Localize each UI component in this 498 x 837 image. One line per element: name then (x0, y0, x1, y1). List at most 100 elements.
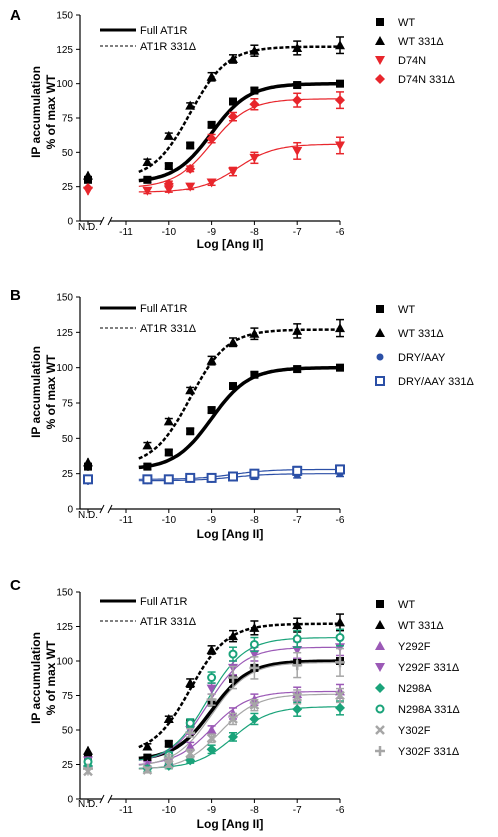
y-axis-label-line1: IP accumulation (29, 632, 43, 724)
legend-label: D74N (398, 55, 426, 67)
legend-label: Y292F 331Δ (398, 662, 460, 674)
x-tick-label: -11 (119, 515, 133, 526)
y-tick-label: 100 (56, 363, 73, 374)
data-point (143, 175, 152, 184)
legend-label: WT (398, 304, 415, 316)
data-point (206, 71, 217, 81)
data-point (206, 694, 217, 705)
fit-curve (138, 82, 340, 183)
plot-area: 0 25 50 75 100 125 150 -11 -10 -9 -8 -7 -6 (56, 588, 345, 816)
x-tick-label: -11 (119, 805, 133, 816)
data-point (185, 385, 196, 395)
plot-area: 0 25 50 75 100 125 150 -11 -10 -9 -8 -7 -6 (56, 293, 345, 526)
data-point (335, 617, 345, 627)
data-point (249, 99, 260, 110)
legend-label: D74N 331Δ (398, 74, 456, 86)
fit-curve (138, 622, 340, 749)
data-point (249, 153, 260, 163)
x-axis-label: Log [Ang II] (197, 817, 264, 831)
data-point (206, 684, 217, 694)
data-point (186, 141, 195, 150)
curve-legend: Full AT1R AT1R 331Δ (100, 25, 197, 53)
legend-marker (375, 725, 385, 735)
nd-label: N.D. (78, 799, 98, 810)
data-point (185, 741, 196, 751)
data-point (206, 178, 217, 188)
data-point (185, 727, 196, 738)
nd-data-point (83, 170, 93, 180)
data-point (292, 42, 303, 52)
legend-label: WT (398, 599, 415, 611)
fit-curve (138, 659, 340, 761)
data-point (335, 690, 345, 701)
y-tick-label: 100 (56, 79, 73, 90)
legend-dashed-label: AT1R 331Δ (140, 323, 197, 335)
y-axis-label-line2: % of max WT (44, 354, 58, 429)
y-tick-label: 125 (56, 328, 73, 339)
data-point (143, 753, 152, 762)
panel-label: B (10, 287, 21, 304)
fit-curve (138, 45, 340, 174)
series-legend: WT WT 331Δ DRY/AAY DRY/AAY 331Δ (375, 304, 474, 388)
series-legend: WT WT 331Δ D74N D74N 331Δ (375, 17, 456, 86)
legend-marker (375, 74, 385, 84)
data-point (228, 631, 238, 641)
axis-break-mark (107, 216, 113, 226)
legend-marker (375, 746, 385, 756)
data-point (206, 744, 217, 755)
panel-label: A (10, 7, 21, 24)
data-point (292, 95, 303, 106)
data-point (249, 468, 260, 479)
legend-solid-label: Full AT1R (140, 596, 188, 608)
y-tick-label: 50 (62, 726, 74, 737)
legend-dashed-label: AT1R 331Δ (140, 616, 197, 628)
y-tick-label: 75 (62, 114, 74, 125)
data-point (185, 163, 196, 174)
data-point (335, 464, 345, 475)
panel-c: C IP accumulation % of max WT Log [Ang I… (10, 577, 460, 831)
x-tick-label: -6 (336, 515, 345, 526)
plot-area: 0 25 50 75 100 125 150 -11 -10 -9 -8 -7 -6 (56, 11, 345, 238)
axis-break-mark (107, 504, 113, 514)
legend-marker (376, 305, 384, 313)
y-tick-label: 100 (56, 657, 73, 668)
y-axis-label: IP accumulation % of max WT (29, 66, 58, 158)
series-legend: WT WT 331Δ Y292F Y292F 331Δ N298A N298A 331Δ Y… (375, 599, 460, 758)
data-point (142, 186, 153, 196)
x-tick-label: -10 (162, 805, 177, 816)
fit-curve (138, 366, 340, 470)
y-tick-label: 50 (62, 148, 74, 159)
data-point (164, 162, 173, 171)
legend-label: WT 331Δ (398, 620, 444, 632)
x-tick-label: -9 (207, 805, 216, 816)
data-point (163, 178, 174, 189)
data-point (207, 406, 216, 415)
data-point (142, 440, 153, 450)
data-point (335, 40, 345, 50)
data-point (228, 53, 238, 63)
data-point (228, 731, 238, 742)
data-point (249, 700, 260, 711)
panel-label: C (10, 577, 21, 594)
legend-solid-label: Full AT1R (140, 303, 188, 315)
data-point (249, 650, 260, 660)
y-tick-label: 150 (56, 588, 73, 599)
legend-marker (375, 56, 385, 65)
data-point (185, 182, 196, 192)
data-point (163, 759, 174, 770)
data-point (142, 765, 153, 775)
panel-a: A IP accumulation % of max WT Log [Ang I… (10, 7, 456, 251)
data-point (163, 185, 174, 195)
data-point (292, 620, 303, 630)
y-tick-label: 0 (67, 217, 73, 228)
legend-marker (375, 376, 385, 386)
data-point (142, 741, 153, 751)
x-tick-label: -10 (162, 227, 177, 238)
x-tick-label: -8 (250, 515, 259, 526)
data-point (336, 363, 344, 372)
data-point (228, 167, 238, 177)
data-point (335, 95, 345, 106)
legend-marker (375, 704, 385, 714)
data-point (185, 472, 196, 483)
legend-label: WT 331Δ (398, 36, 444, 48)
